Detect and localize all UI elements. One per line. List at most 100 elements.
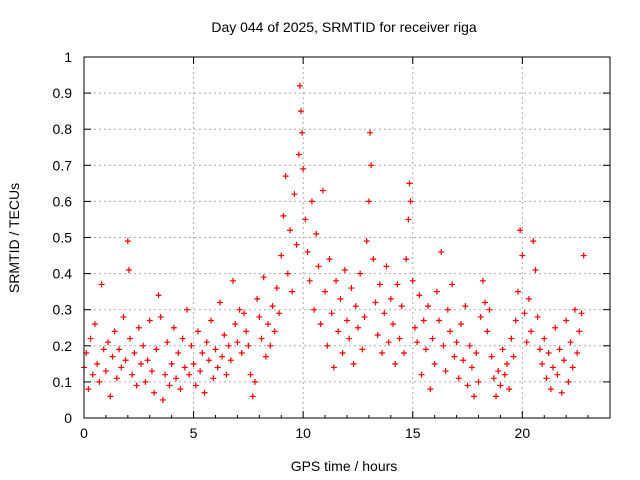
data-point — [262, 353, 269, 360]
y-tick-label: 0.1 — [53, 374, 73, 390]
data-point — [545, 350, 552, 357]
data-point — [102, 368, 109, 375]
data-point — [359, 346, 366, 353]
data-point — [578, 310, 585, 317]
data-point — [558, 389, 565, 396]
data-point — [543, 375, 550, 382]
data-point — [234, 339, 241, 346]
grid-lines — [84, 57, 610, 418]
y-tick-label: 0.5 — [53, 230, 73, 246]
data-point — [173, 375, 180, 382]
data-point — [89, 371, 96, 378]
data-point — [414, 339, 421, 346]
data-point — [484, 328, 491, 335]
data-point — [299, 129, 306, 136]
data-point — [541, 335, 548, 342]
data-point — [431, 360, 438, 367]
data-point — [98, 281, 105, 288]
data-point — [107, 393, 114, 400]
data-point — [131, 350, 138, 357]
data-point — [457, 321, 464, 328]
data-point — [416, 292, 423, 299]
data-point — [471, 393, 478, 400]
data-point — [569, 364, 576, 371]
data-point — [567, 339, 574, 346]
data-point — [225, 342, 232, 349]
data-point — [245, 342, 252, 349]
data-point — [563, 317, 570, 324]
data-point — [499, 346, 506, 353]
data-point — [436, 317, 443, 324]
data-point — [127, 335, 134, 342]
data-point — [357, 270, 364, 277]
data-point — [326, 256, 333, 263]
data-point — [354, 324, 361, 331]
data-point — [111, 328, 118, 335]
data-point — [422, 346, 429, 353]
data-point — [477, 313, 484, 320]
data-point — [574, 350, 581, 357]
x-tick-label: 10 — [295, 425, 311, 441]
data-point — [337, 295, 344, 302]
data-point — [363, 238, 370, 245]
data-point — [197, 368, 204, 375]
data-point — [188, 342, 195, 349]
data-point — [528, 328, 535, 335]
data-point — [247, 371, 254, 378]
data-point — [249, 393, 256, 400]
data-point — [348, 285, 355, 292]
data-point — [278, 252, 285, 259]
data-point — [289, 288, 296, 295]
data-point — [282, 173, 289, 180]
data-point — [409, 277, 416, 284]
data-point — [212, 346, 219, 353]
data-point — [177, 386, 184, 393]
y-tick-label: 1 — [64, 49, 72, 65]
data-point — [205, 357, 212, 364]
data-point — [525, 295, 532, 302]
data-point — [488, 353, 495, 360]
data-point — [113, 375, 120, 382]
data-point — [411, 324, 418, 331]
data-point — [324, 342, 331, 349]
data-point — [512, 317, 519, 324]
data-point — [344, 317, 350, 324]
data-point — [319, 187, 326, 194]
data-point — [440, 342, 447, 349]
y-tick-label: 0.7 — [53, 157, 73, 173]
data-point — [208, 317, 215, 324]
data-point — [394, 281, 401, 288]
data-point — [190, 360, 197, 367]
data-point — [565, 378, 572, 385]
data-point — [203, 339, 210, 346]
data-point — [236, 306, 243, 313]
data-point — [192, 382, 199, 389]
data-point — [365, 198, 372, 205]
data-point — [100, 346, 107, 353]
data-point — [166, 382, 173, 389]
data-point — [109, 353, 116, 360]
data-point — [392, 360, 399, 367]
data-point — [135, 324, 142, 331]
data-point — [442, 368, 449, 375]
data-point — [420, 317, 427, 324]
data-point — [390, 321, 397, 328]
data-point — [122, 357, 129, 364]
data-point — [396, 335, 403, 342]
data-point — [210, 375, 217, 382]
data-point — [403, 256, 410, 263]
data-point — [444, 306, 451, 313]
data-point — [368, 162, 375, 169]
data-point — [536, 346, 543, 353]
data-point — [479, 277, 486, 284]
data-point — [387, 295, 394, 302]
data-point — [374, 331, 381, 338]
data-point — [317, 321, 324, 328]
data-point — [258, 335, 265, 342]
data-point — [335, 328, 342, 335]
chart-title: Day 044 of 2025, SRMTID for receiver rig… — [211, 19, 477, 35]
data-point — [453, 339, 460, 346]
data-point — [497, 382, 504, 389]
data-point — [501, 371, 508, 378]
